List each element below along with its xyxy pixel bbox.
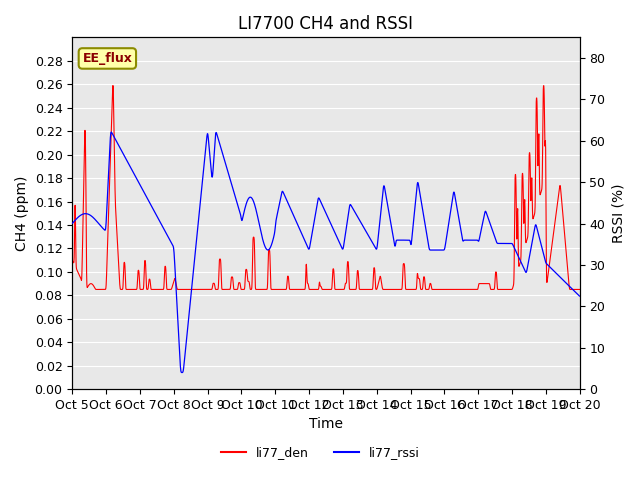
Y-axis label: RSSI (%): RSSI (%): [611, 183, 625, 243]
Y-axis label: CH4 (ppm): CH4 (ppm): [15, 176, 29, 251]
Text: EE_flux: EE_flux: [83, 52, 132, 65]
X-axis label: Time: Time: [309, 418, 343, 432]
Title: LI7700 CH4 and RSSI: LI7700 CH4 and RSSI: [239, 15, 413, 33]
Legend: li77_den, li77_rssi: li77_den, li77_rssi: [216, 441, 424, 464]
